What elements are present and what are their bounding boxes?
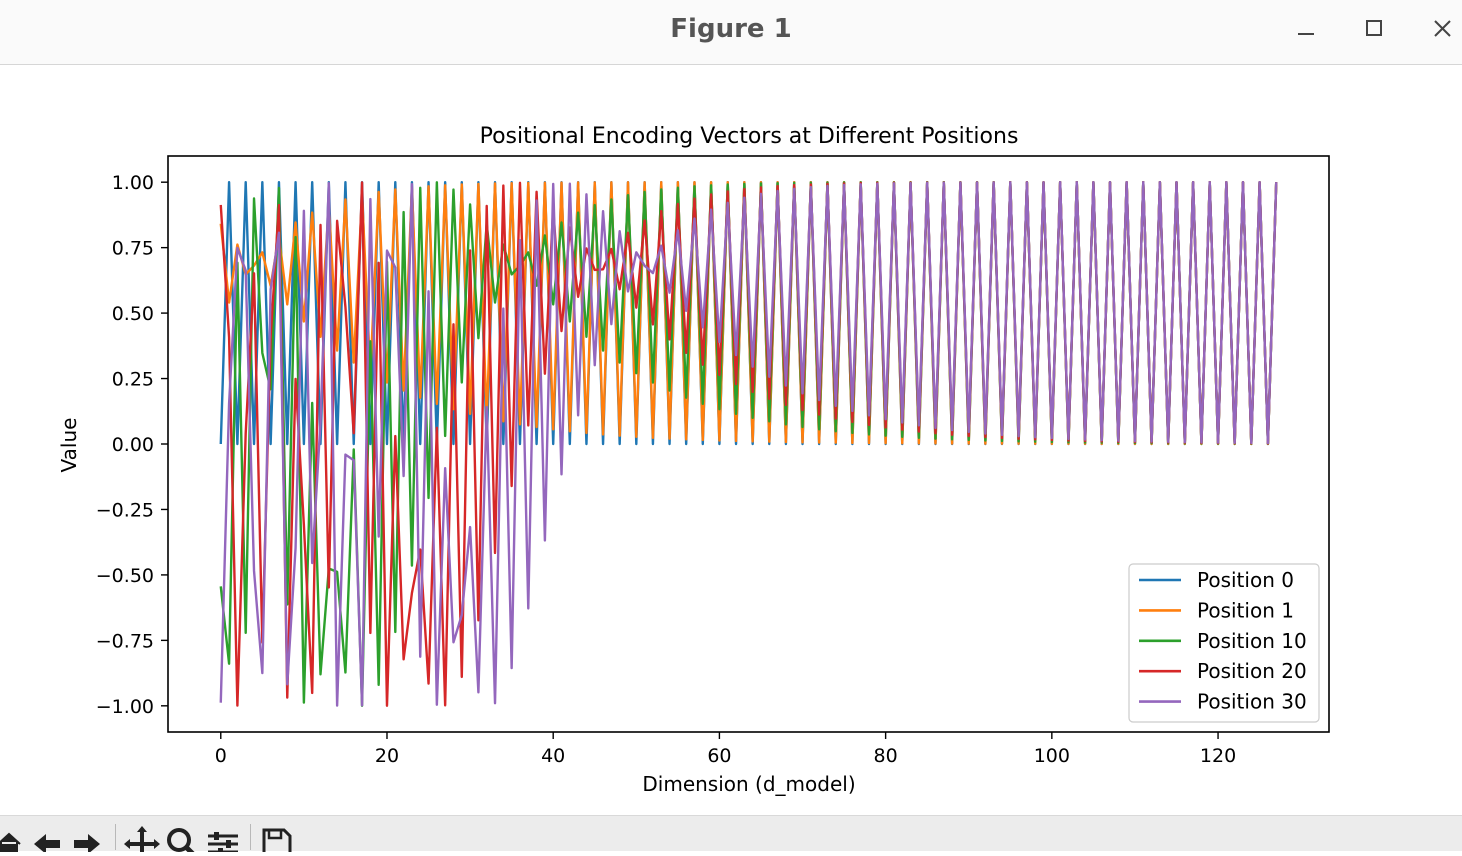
y-tick-label: 1.00 [112,172,154,194]
legend-label: Position 0 [1197,568,1294,592]
home-icon[interactable] [0,822,22,853]
y-axis: −1.00 −0.75 −0.50 −0.25 0.00 0.25 0.50 0.75 1.00 [96,172,168,718]
minimize-icon[interactable] [1288,12,1324,48]
x-tick-label: 0 [215,745,227,767]
legend-label: Position 1 [1197,598,1294,622]
forward-arrow-icon[interactable] [70,822,104,854]
y-tick-label: −0.25 [96,499,154,521]
y-tick-label: 0.00 [112,434,154,456]
x-tick-label: 40 [541,745,565,767]
close-icon[interactable] [1424,12,1460,48]
toolbar-separator [115,824,116,850]
y-tick-label: 0.50 [112,303,154,325]
chart: Positional Encoding Vectors at Different… [57,124,1330,796]
legend-label: Position 10 [1197,629,1307,653]
series-line-position-30 [219,180,1278,707]
pan-icon[interactable] [124,822,160,856]
legend-label: Position 20 [1197,659,1307,683]
y-tick-label: 0.75 [112,238,154,260]
legend-label: Position 30 [1197,690,1307,714]
maximize-icon[interactable] [1356,12,1392,48]
legend: Position 0 Position 1 Position 10 Position … [1128,563,1320,723]
x-tick-label: 60 [707,745,731,767]
toolbar [0,815,1462,856]
save-icon[interactable] [260,822,294,856]
y-tick-label: 0.25 [112,369,154,391]
x-axis-label: Dimension (d_model) [642,772,855,796]
x-tick-label: 120 [1200,745,1236,767]
x-tick-label: 80 [874,745,898,767]
y-tick-label: −0.75 [96,630,154,652]
y-axis-label: Value [57,418,81,473]
back-arrow-icon[interactable] [30,822,64,854]
series-lines [219,180,1278,707]
y-tick-label: −0.50 [96,565,154,587]
x-tick-label: 20 [375,745,399,767]
figure-canvas: Positional Encoding Vectors at Different… [0,65,1462,815]
toolbar-separator [250,824,251,850]
y-tick-label: −1.00 [96,696,154,718]
window-title: Figure 1 [670,14,792,44]
window-titlebar: Figure 1 [0,0,1462,65]
zoom-icon[interactable] [164,822,198,856]
configure-subplots-icon[interactable] [206,822,240,856]
legend-box [1128,563,1320,723]
chart-title: Positional Encoding Vectors at Different… [480,124,1019,149]
x-axis: 0 20 40 60 80 100 120 [215,732,1236,767]
x-tick-label: 100 [1034,745,1070,767]
